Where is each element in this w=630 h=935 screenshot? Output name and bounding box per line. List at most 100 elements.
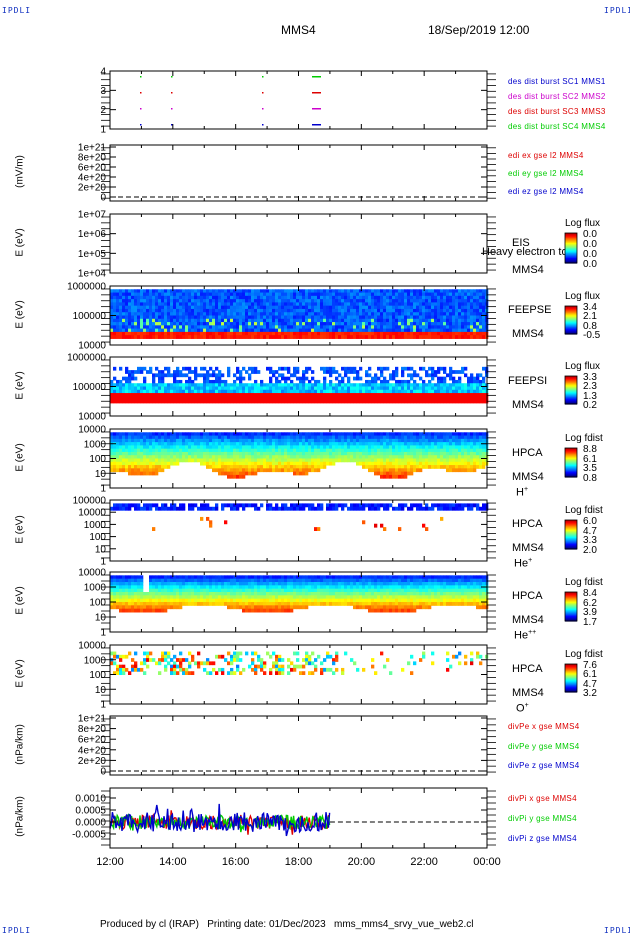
heat-cell bbox=[404, 449, 407, 453]
heat-cell bbox=[191, 370, 194, 374]
heat-cell bbox=[335, 377, 338, 381]
heat-cell bbox=[380, 442, 383, 446]
heat-cell bbox=[257, 432, 260, 436]
heat-cell bbox=[461, 459, 464, 463]
heat-cell bbox=[302, 335, 305, 339]
heat-cell bbox=[314, 335, 317, 339]
heat-cell bbox=[398, 380, 401, 384]
heat-cell bbox=[161, 322, 164, 326]
heat-cell bbox=[248, 442, 251, 446]
heat-cell bbox=[446, 332, 449, 336]
heat-cell bbox=[206, 436, 209, 440]
heat-cell bbox=[395, 329, 398, 333]
heat-cell bbox=[218, 293, 221, 297]
heat-cell bbox=[185, 393, 188, 397]
heat-cell bbox=[482, 393, 485, 397]
heat-cell bbox=[377, 455, 380, 459]
heat-cell bbox=[221, 332, 224, 336]
heat-cell bbox=[395, 299, 398, 303]
heat-cell bbox=[206, 329, 209, 333]
heat-cell bbox=[206, 299, 209, 303]
heat-cell bbox=[263, 387, 266, 391]
heat-cell bbox=[227, 400, 230, 404]
heat-cell bbox=[437, 293, 440, 297]
heat-cell bbox=[353, 455, 356, 459]
heat-cell bbox=[338, 306, 341, 310]
heat-cell bbox=[407, 293, 410, 297]
heat-cell bbox=[317, 439, 320, 443]
heat-cell bbox=[389, 452, 392, 456]
heat-cell bbox=[221, 452, 224, 456]
heat-cell bbox=[161, 465, 164, 469]
heat-cell bbox=[455, 455, 458, 459]
heat-cell bbox=[392, 306, 395, 310]
heat-cell bbox=[329, 390, 332, 394]
heat-cell bbox=[200, 322, 203, 326]
heat-cell bbox=[224, 296, 227, 300]
heat-cell bbox=[299, 432, 302, 436]
heat-cell bbox=[443, 449, 446, 453]
heat-cell bbox=[359, 312, 362, 316]
heat-cell bbox=[479, 329, 482, 333]
heat-cell bbox=[443, 387, 446, 391]
heat-cell bbox=[248, 452, 251, 456]
heat-cell bbox=[242, 459, 245, 463]
heat-cell bbox=[233, 455, 236, 459]
heat-cell bbox=[212, 436, 215, 440]
heat-cell bbox=[332, 462, 335, 466]
heat-cell bbox=[155, 316, 158, 320]
heat-cell bbox=[479, 302, 482, 306]
heat-cell bbox=[347, 393, 350, 397]
heat-cell bbox=[380, 325, 383, 329]
heat-cell bbox=[182, 312, 185, 316]
heat-cell bbox=[188, 289, 191, 293]
heat-cell bbox=[470, 396, 473, 400]
heat-cell bbox=[191, 289, 194, 293]
heat-cell bbox=[179, 383, 182, 387]
heat-cell bbox=[476, 316, 479, 320]
heat-cell bbox=[347, 455, 350, 459]
heat-cell bbox=[221, 312, 224, 316]
heat-cell bbox=[221, 393, 224, 397]
heat-cell bbox=[389, 383, 392, 387]
heat-cell bbox=[419, 400, 422, 404]
heat-cell bbox=[458, 325, 461, 329]
heat-cell bbox=[368, 329, 371, 333]
heat-cell bbox=[209, 302, 212, 306]
heat-cell bbox=[233, 332, 236, 336]
heat-cell bbox=[239, 400, 242, 404]
heat-cell bbox=[278, 329, 281, 333]
heat-cell bbox=[329, 449, 332, 453]
heat-cell bbox=[128, 393, 131, 397]
heat-cell bbox=[410, 432, 413, 436]
heat-cell bbox=[338, 459, 341, 463]
heat-cell bbox=[392, 293, 395, 297]
heat-cell bbox=[446, 293, 449, 297]
heat-cell bbox=[161, 370, 164, 374]
heat-cell bbox=[467, 319, 470, 323]
heat-cell bbox=[197, 459, 200, 463]
heat-cell bbox=[245, 436, 248, 440]
heat-cell bbox=[410, 316, 413, 320]
heat-cell bbox=[392, 387, 395, 391]
heat-cell bbox=[230, 468, 233, 472]
heat-cell bbox=[161, 373, 164, 377]
heat-cell bbox=[167, 439, 170, 443]
heat-cell bbox=[281, 306, 284, 310]
heat-cell bbox=[341, 400, 344, 404]
heat-cell bbox=[230, 309, 233, 313]
heat-cell bbox=[164, 390, 167, 394]
heat-cell bbox=[338, 445, 341, 449]
heat-cell bbox=[227, 462, 230, 466]
heat-cell bbox=[293, 296, 296, 300]
heat-cell bbox=[146, 445, 149, 449]
heat-cell bbox=[386, 316, 389, 320]
heat-cell bbox=[275, 299, 278, 303]
heat-cell bbox=[425, 373, 428, 377]
heat-cell bbox=[308, 325, 311, 329]
heat-cell bbox=[338, 373, 341, 377]
heat-cell bbox=[425, 325, 428, 329]
heat-cell bbox=[293, 319, 296, 323]
heat-cell bbox=[371, 309, 374, 313]
heat-cell bbox=[380, 367, 383, 371]
